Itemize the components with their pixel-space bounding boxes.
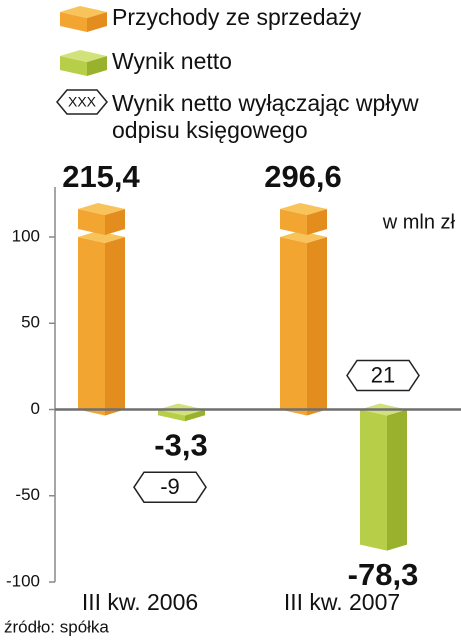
bar	[280, 237, 307, 416]
hex-label: XXX	[56, 89, 108, 115]
value-label: 215,4	[62, 159, 140, 194]
x-tick-label: III kw. 2007	[284, 589, 400, 615]
bar-break-cap-group	[280, 203, 327, 235]
y-tick-label: 50	[21, 313, 40, 332]
bar-break-cap-top	[280, 203, 327, 215]
hex-text: XXX	[68, 94, 97, 110]
bar-side	[387, 409, 407, 551]
hex-label: -9	[133, 471, 207, 503]
bar-break-cap-top	[78, 203, 125, 215]
bar-top	[280, 231, 327, 243]
bar-group	[360, 403, 407, 551]
bar-side	[105, 237, 125, 416]
unit-label: w mln zł	[382, 211, 456, 233]
bar-break-cap-group	[78, 203, 125, 235]
hex-outline	[133, 471, 207, 503]
x-tick-label: III kw. 2006	[82, 589, 198, 615]
bar	[78, 237, 105, 416]
legend-label: Wynik netto	[112, 48, 232, 74]
value-label: -78,3	[348, 557, 419, 592]
bar-side	[307, 237, 327, 416]
legend-marker-top	[60, 6, 107, 18]
bar	[158, 409, 185, 422]
hex-text: -9	[160, 474, 180, 499]
legend-marker	[60, 12, 87, 32]
legend-marker	[60, 56, 87, 76]
value-label: -3,3	[154, 427, 207, 462]
value-label: 296,6	[264, 159, 342, 194]
source: źródło: spółka	[4, 617, 109, 636]
hex-text: 21	[371, 362, 395, 387]
bar-break-cap-side	[307, 209, 327, 235]
hex-label: 21	[346, 359, 420, 392]
legend-marker-top	[60, 50, 107, 62]
bar-break-cap	[78, 209, 105, 235]
bar-top	[78, 231, 125, 243]
bar-group	[78, 231, 125, 416]
y-tick-label: 0	[31, 399, 40, 418]
bar	[360, 409, 387, 551]
y-tick-label: -100	[6, 571, 40, 590]
legend-label: Wynik netto wyłączając wpływ odpisu księ…	[112, 90, 419, 143]
y-tick-label: 100	[12, 226, 40, 245]
bar-break-cap	[280, 209, 307, 235]
legend-marker-group	[60, 6, 107, 32]
legend-marker-side	[87, 12, 107, 32]
y-tick-label: -50	[15, 485, 40, 504]
bar-group	[280, 231, 327, 416]
legend-marker-group	[60, 50, 107, 76]
bar-break-cap-side	[105, 209, 125, 235]
legend-marker-side	[87, 56, 107, 76]
hex-outline	[346, 359, 420, 392]
legend-label: Przychody ze sprzedaży	[112, 4, 362, 30]
hex-outline	[56, 89, 108, 115]
bar-side	[185, 409, 205, 422]
bar-group	[158, 403, 205, 422]
